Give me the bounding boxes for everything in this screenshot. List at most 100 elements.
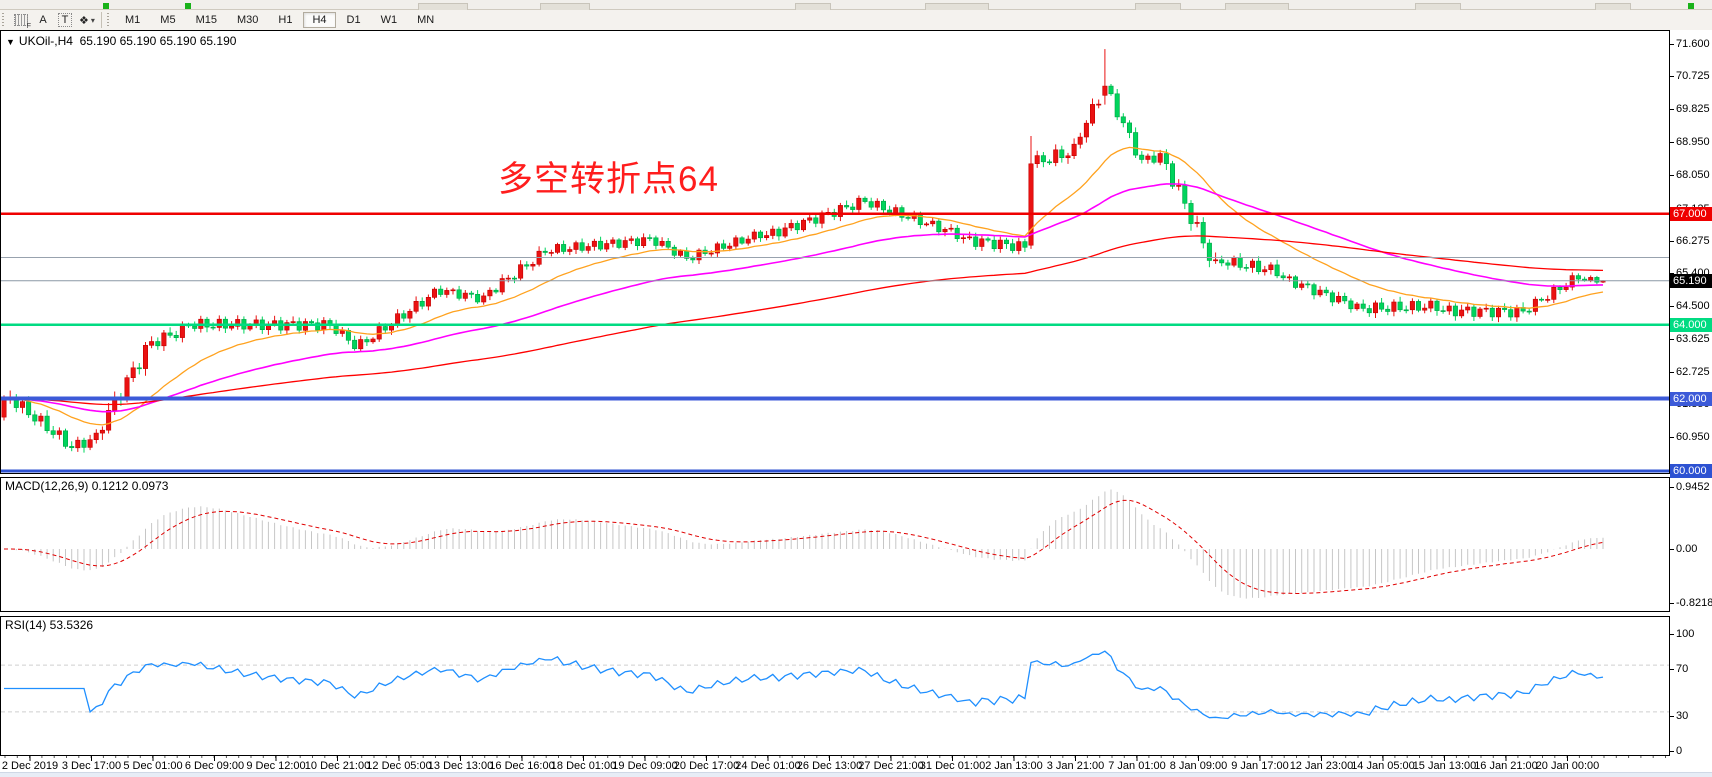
rsi-tick-mark [1670, 669, 1674, 670]
timeframe-group: M1 M5 M15 M30 H1 H4 D1 W1 MN [115, 12, 444, 28]
macd-tick-mark [1670, 487, 1674, 488]
toolbar-grip-2[interactable] [107, 13, 112, 27]
price-tick-mark [1670, 306, 1674, 307]
macd-histogram [9, 489, 1604, 599]
rsi-tick-mark [1670, 716, 1674, 717]
timeframe-button-mn[interactable]: MN [417, 14, 435, 26]
time-label: 27 Dec 21:00 [858, 760, 924, 772]
price-tick-label: 60.950 [1676, 431, 1710, 443]
price-badge-67.000: 67.000 [1670, 207, 1712, 221]
price-tick-label: 62.725 [1676, 366, 1710, 378]
time-label: 16 Dec 16:00 [489, 760, 555, 772]
price-badge-64.000: 64.000 [1670, 318, 1712, 332]
time-label: 20 Jan 00:00 [1535, 760, 1600, 772]
timeframe-button-m15[interactable]: M15 [195, 14, 217, 26]
time-label: 2 Jan 13:00 [985, 760, 1043, 772]
drawing-tools-group: F A T ❖ ▾ [10, 12, 98, 30]
time-ticks [4, 756, 1666, 761]
time-label: 9 Jan 17:00 [1231, 760, 1289, 772]
cropped-toolbar-button [1225, 3, 1289, 10]
main-toolbar: F A T ❖ ▾ M1 M5 M15 M30 H1 H4 D1 W1 MN [0, 10, 1712, 31]
text-box-icon[interactable]: T [55, 12, 75, 28]
time-label: 20 Dec 17:00 [673, 760, 740, 772]
cropped-toolbar-button [418, 3, 468, 10]
price-axis[interactable]: 71.60070.72569.82568.95068.05067.12566.2… [1670, 30, 1712, 757]
time-label: 24 Dec 01:00 [735, 760, 801, 772]
crosshair-grid-icon[interactable]: F [11, 12, 31, 30]
rsi-line [4, 650, 1604, 720]
macd-label: MACD(12,26,9) 0.1212 0.0973 [5, 479, 169, 493]
price-tick-mark [1670, 339, 1674, 340]
price-tick-mark [1670, 437, 1674, 438]
ma-mid-magenta [4, 183, 1604, 413]
rsi-tick-mark [1670, 634, 1674, 635]
cropped-toolbar-button [1415, 3, 1461, 10]
arrow-objects-icon[interactable]: ❖ ▾ [79, 14, 95, 27]
cropped-toolbar-button [540, 3, 590, 10]
time-label: 10 Dec 21:00 [304, 760, 371, 772]
rsi-label: RSI(14) 53.5326 [5, 618, 94, 632]
macd-panel[interactable]: MACD(12,26,9) 0.1212 0.0973 [0, 477, 1670, 612]
timeframe-button-h4[interactable]: H4 [303, 12, 336, 28]
price-tick-label: 63.625 [1676, 333, 1710, 345]
price-tick-mark [1670, 273, 1674, 274]
price-tick-label: 68.950 [1676, 136, 1710, 148]
cropped-toolbar-button [795, 3, 831, 10]
toolbar-grip[interactable] [2, 13, 7, 27]
macd-plot[interactable] [1, 478, 1669, 611]
rsi-tick-mark [1670, 751, 1674, 752]
window-top-toolbar-cropped [0, 0, 1712, 10]
price-tick-mark [1670, 241, 1674, 242]
time-label: 13 Dec 13:00 [427, 760, 494, 772]
time-label: 26 Dec 13:00 [796, 760, 863, 772]
text-label-icon[interactable]: A [39, 14, 47, 26]
time-label: 3 Dec 17:00 [61, 760, 122, 772]
time-label: 19 Dec 09:00 [612, 760, 678, 772]
rsi-tick-label: 70 [1676, 663, 1689, 675]
timeframe-button-m1[interactable]: M1 [125, 14, 141, 26]
price-tick-mark [1670, 44, 1674, 45]
price-tick-mark [1670, 142, 1674, 143]
time-label: 31 Dec 01:00 [919, 760, 986, 772]
time-label: 5 Dec 01:00 [123, 760, 183, 772]
timeframe-button-h1[interactable]: H1 [278, 14, 293, 26]
time-label: 14 Jan 05:00 [1351, 760, 1415, 772]
main-chart-panel[interactable]: ▼ UKOil-,H4 65.190 65.190 65.190 65.190 多… [0, 30, 1670, 474]
timeframe-button-w1[interactable]: W1 [380, 14, 398, 26]
macd-tick-label: -0.8218 [1676, 597, 1712, 609]
chart-annotation[interactable]: 多空转折点64 [498, 160, 719, 199]
time-label: 16 Jan 21:00 [1474, 760, 1538, 772]
timeframe-button-d1[interactable]: D1 [346, 14, 361, 26]
ma-slow-red [4, 235, 1604, 406]
time-label: 9 Dec 12:00 [246, 760, 306, 772]
timeframe-button-m30[interactable]: M30 [236, 14, 259, 26]
rsi-panel[interactable]: RSI(14) 53.5326 [0, 616, 1670, 756]
price-tick-label: 71.600 [1676, 38, 1710, 50]
price-tick-label: 64.500 [1676, 300, 1710, 312]
time-label: 15 Jan 13:00 [1412, 760, 1477, 772]
rsi-plot[interactable] [1, 617, 1669, 755]
rsi-tick-label: 0 [1676, 745, 1683, 757]
macd-tick-label: 0.9452 [1676, 481, 1710, 493]
status-led-icon [1688, 3, 1694, 9]
time-label: 18 Dec 01:00 [550, 760, 617, 772]
macd-tick-label: 0.00 [1676, 543, 1698, 555]
time-label: 6 Dec 09:00 [184, 760, 245, 772]
candles [1, 49, 1606, 453]
price-tick-label: 69.825 [1676, 103, 1710, 115]
candlestick-chart[interactable] [1, 31, 1669, 473]
time-axis[interactable]: 2 Dec 2019 3 Dec 17:00 5 Dec 01:00 6 Dec 09… [0, 756, 1712, 777]
time-label: 12 Dec 05:00 [366, 760, 432, 772]
time-label: 2 Dec 2019 [1, 760, 59, 772]
timeframe-button-m5[interactable]: M5 [160, 14, 176, 26]
status-led-icon [103, 3, 109, 9]
time-label: 7 Jan 01:00 [1108, 760, 1166, 772]
macd-signal-line [4, 499, 1604, 595]
chart-menu-icon[interactable]: ▼ [6, 37, 15, 47]
time-label: 12 Jan 23:00 [1289, 760, 1354, 772]
price-tick-mark [1670, 175, 1674, 176]
price-tick-mark [1670, 109, 1674, 110]
chart-header-text: UKOil-,H4 65.190 65.190 65.190 65.190 [18, 34, 237, 48]
cropped-toolbar-button [1595, 3, 1631, 10]
macd-tick-mark [1670, 603, 1674, 604]
